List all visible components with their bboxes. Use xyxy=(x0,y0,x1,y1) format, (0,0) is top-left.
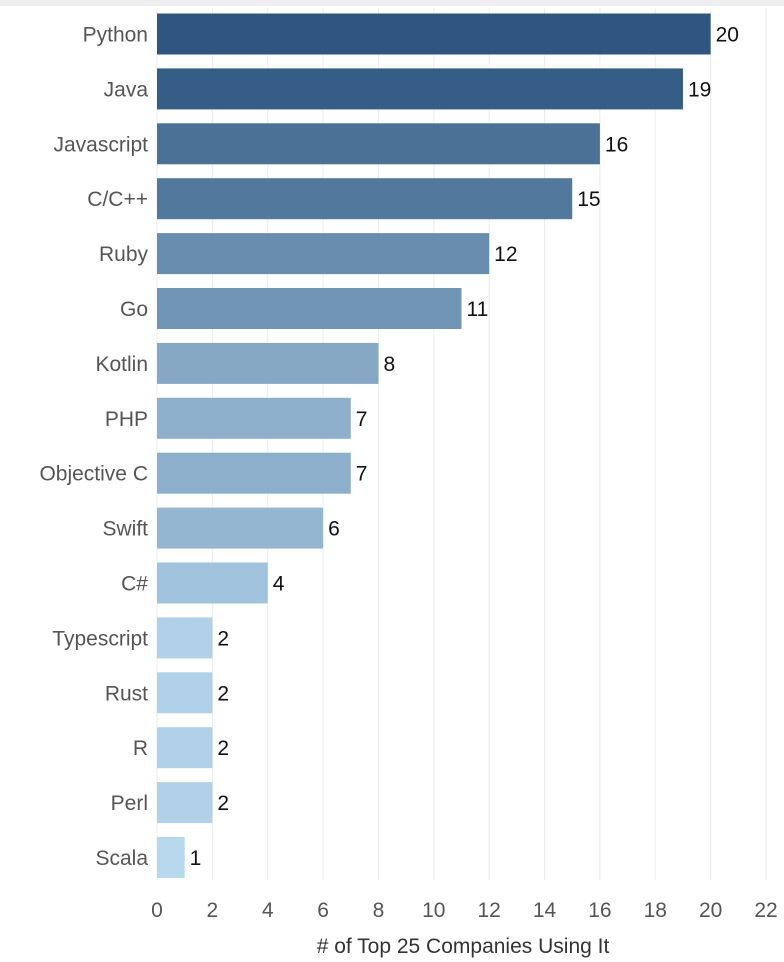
bar-perl xyxy=(157,782,213,824)
x-axis-ticks: 0 2 4 6 8 10 12 14 16 18 20 22 xyxy=(151,899,778,922)
category-label: Javascript xyxy=(53,133,148,156)
category-label: Typescript xyxy=(52,627,148,650)
value-label: 7 xyxy=(356,463,368,486)
x-tick-label: 20 xyxy=(699,899,722,922)
x-axis-title: # of Top 25 Companies Using It xyxy=(317,935,610,958)
x-tick-label: 14 xyxy=(533,899,557,922)
value-label: 16 xyxy=(605,133,628,156)
value-label: 1 xyxy=(190,847,202,870)
bar-rust xyxy=(157,672,213,714)
category-label: Perl xyxy=(111,792,148,815)
bars xyxy=(157,13,711,878)
x-tick-label: 10 xyxy=(422,899,445,922)
value-label: 19 xyxy=(688,78,711,101)
value-label: 15 xyxy=(577,188,600,211)
value-label: 12 xyxy=(494,243,517,266)
value-label: 2 xyxy=(217,682,229,705)
x-tick-label: 0 xyxy=(151,899,163,922)
category-label: Python xyxy=(83,24,148,47)
bar-objective-c xyxy=(157,452,351,494)
value-label: 8 xyxy=(383,353,395,376)
category-label: Objective C xyxy=(39,463,148,486)
x-tick-label: 18 xyxy=(644,899,667,922)
bar-go xyxy=(157,288,462,329)
x-tick-label: 6 xyxy=(317,899,329,922)
bar-r xyxy=(157,727,213,769)
top-band xyxy=(0,0,784,6)
bar-java xyxy=(157,68,683,110)
category-label: Rust xyxy=(105,682,148,705)
x-tick-label: 2 xyxy=(207,899,219,922)
value-label: 6 xyxy=(328,518,340,541)
category-label: Go xyxy=(120,298,148,321)
x-tick-label: 8 xyxy=(373,899,385,922)
category-label: Scala xyxy=(95,847,148,870)
bar-typescript xyxy=(157,617,213,659)
bar-python xyxy=(157,13,711,55)
value-label: 20 xyxy=(716,24,739,47)
bar-c-c- xyxy=(157,178,573,220)
value-label: 2 xyxy=(217,627,229,650)
category-label: PHP xyxy=(105,408,148,431)
value-label: 11 xyxy=(467,298,489,321)
category-labels: Python Java Javascript C/C++ Ruby Go Kotlin PHP… xyxy=(39,24,148,871)
value-labels: 20 19 16 15 12 11 8 7 7 6 4 2 2 2 2 1 xyxy=(190,24,739,871)
bar-javascript xyxy=(157,123,600,165)
x-tick-label: 16 xyxy=(588,899,611,922)
x-tick-label: 12 xyxy=(478,899,501,922)
value-label: 2 xyxy=(217,792,229,815)
bar-c- xyxy=(157,562,268,604)
value-label: 7 xyxy=(356,408,368,431)
category-label: C# xyxy=(121,573,148,596)
category-label: Ruby xyxy=(99,243,149,266)
x-tick-label: 4 xyxy=(262,899,274,922)
category-label: R xyxy=(133,737,148,760)
bar-swift xyxy=(157,507,324,549)
bar-ruby xyxy=(157,233,490,275)
bar-kotlin xyxy=(157,342,379,384)
bar-scala xyxy=(157,837,185,878)
category-label: Java xyxy=(104,78,149,101)
category-label: Kotlin xyxy=(95,353,148,376)
x-tick-label: 22 xyxy=(754,899,777,922)
bar-php xyxy=(157,397,351,439)
category-label: C/C++ xyxy=(87,188,148,211)
value-label: 4 xyxy=(273,573,285,596)
category-label: Swift xyxy=(102,518,148,541)
value-label: 2 xyxy=(217,737,229,760)
